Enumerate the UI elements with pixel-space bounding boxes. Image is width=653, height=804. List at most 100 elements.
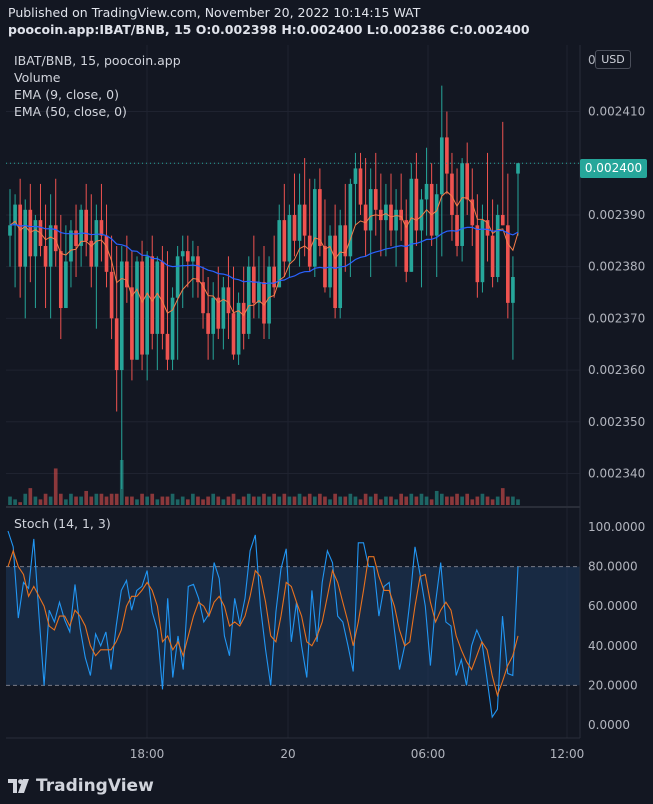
volume-bar [506, 496, 510, 505]
ema9-line [9, 190, 519, 317]
candle-body [130, 287, 134, 360]
candle-body [511, 277, 515, 303]
volume-bar [109, 493, 114, 505]
candle-body [368, 189, 373, 231]
candle-body [282, 220, 287, 262]
volume-bar [165, 496, 170, 505]
candle-body [434, 194, 439, 236]
candle-body [272, 266, 276, 288]
volume-bar [358, 499, 363, 505]
volume-bar [465, 493, 470, 505]
volume-bar [379, 499, 383, 505]
candle-body [160, 261, 165, 334]
candle-body [99, 220, 104, 236]
volume-bar [338, 496, 343, 505]
candle-body [490, 235, 495, 277]
volume-bar [170, 493, 175, 505]
volume-bar [511, 496, 515, 505]
volume-bar [404, 496, 409, 505]
legend-stoch[interactable]: Stoch (14, 1, 3) [14, 516, 111, 531]
candle-body [379, 209, 383, 221]
chart-canvas[interactable]: 0 0.002410 0.002390 0.002380 0.002370 0.00236… [0, 43, 653, 771]
candle-body [140, 261, 144, 355]
candle-body [191, 256, 195, 262]
candle-body [384, 204, 388, 221]
candle-body [79, 209, 83, 246]
volume-bar [191, 493, 195, 505]
volume-bar [8, 496, 12, 505]
last-price-label: 0.002400 [580, 159, 647, 178]
candle-body [318, 189, 322, 246]
candle-body [465, 163, 470, 200]
candle-body [439, 137, 444, 195]
candle-body [180, 251, 185, 257]
volume-bar [216, 496, 221, 505]
candle-body [292, 214, 297, 241]
candle-body [480, 220, 485, 283]
volume-bar [206, 496, 210, 505]
volume-bar [38, 499, 43, 505]
volume-bar [43, 493, 48, 505]
volume-bar [470, 499, 475, 505]
candle-body [495, 214, 500, 277]
legend-symbol[interactable]: IBAT/BNB, 15, poocoin.app [14, 53, 181, 68]
candle-body [155, 261, 160, 334]
volume-bar [495, 496, 500, 505]
volume-bar [455, 493, 459, 505]
candle-body [94, 220, 99, 267]
volume-bar [125, 496, 129, 505]
y-tick-label: 0 [588, 53, 596, 67]
volume-bar [135, 499, 139, 505]
volume-bar [302, 496, 307, 505]
stoch-tick-label: 60.0000 [588, 599, 638, 613]
candle-body [262, 282, 266, 324]
candle-body [150, 256, 155, 334]
volume-bar [414, 496, 419, 505]
legend-volume[interactable]: Volume [14, 70, 61, 85]
volume-bar [94, 493, 99, 505]
volume-bar [74, 496, 78, 505]
volume-bar [373, 493, 378, 505]
y-tick-label: 0.002370 [588, 311, 645, 325]
candle-body [216, 297, 221, 329]
volume-bar [155, 499, 160, 505]
tradingview-logo[interactable]: TradingView [8, 776, 154, 796]
stoch-tick-label: 20.0000 [588, 678, 638, 692]
candle-body [399, 209, 403, 221]
volume-bar [384, 496, 388, 505]
candle-body [196, 256, 200, 283]
volume-bar [277, 496, 282, 505]
volume-bar [114, 493, 119, 505]
candle-body [211, 297, 216, 334]
y-tick-label: 0.002360 [588, 363, 645, 377]
volume-bar [307, 493, 312, 505]
legend-ema9[interactable]: EMA (9, close, 0) [14, 87, 119, 102]
candle-body [343, 225, 348, 257]
candle-body [170, 297, 175, 360]
candle-body [307, 235, 312, 267]
header: Published on TradingView.com, November 2… [0, 0, 653, 42]
candle-body [53, 225, 58, 252]
currency-button[interactable]: USD [595, 50, 631, 69]
volume-bar [460, 496, 464, 505]
candle-body [302, 204, 307, 236]
volume-bar [48, 496, 53, 505]
candle-body [236, 302, 241, 355]
candlesticks [8, 85, 520, 489]
candle-body [424, 183, 429, 200]
candle-body [500, 214, 505, 226]
volume-bar [89, 496, 94, 505]
volume-bar [312, 496, 317, 505]
volume-bar [18, 502, 22, 505]
ema-lines [6, 162, 580, 317]
volume-bar [236, 499, 241, 505]
volume-bar [500, 488, 505, 505]
candle-body [241, 302, 246, 334]
candle-body [297, 204, 302, 241]
candle-body [470, 199, 475, 226]
stoch-tick-label: 0.0000 [588, 718, 630, 732]
candle-body [185, 251, 190, 262]
candle-body [28, 209, 33, 257]
candle-body [506, 225, 510, 303]
legend-ema50[interactable]: EMA (50, close, 0) [14, 104, 127, 119]
